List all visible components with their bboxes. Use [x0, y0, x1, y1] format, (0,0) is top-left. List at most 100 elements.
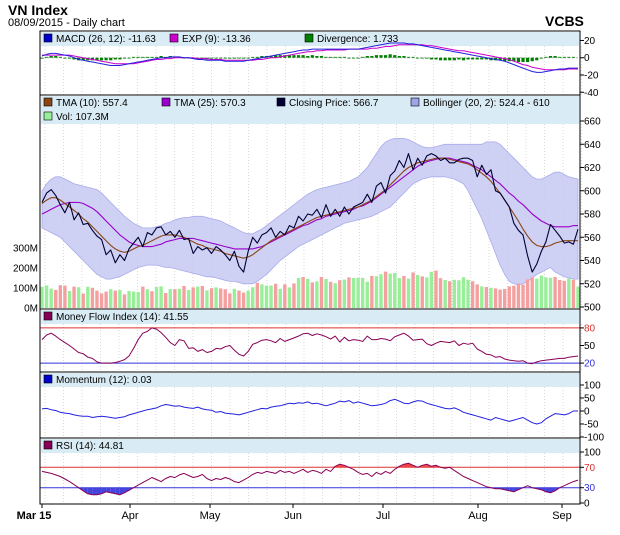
x-month-label: Jul: [376, 510, 390, 522]
macd-divergence-bar: [315, 56, 319, 58]
tma10-line: [41, 157, 578, 259]
volume-bar: [452, 279, 457, 308]
macd-divergence-bar: [136, 56, 140, 58]
macd-divergence-bar: [443, 57, 447, 61]
volume-bar: [402, 276, 406, 308]
volume-bar: [296, 278, 301, 308]
volume-bar: [214, 287, 218, 308]
volume-bar: [480, 286, 484, 308]
volume-bar: [150, 291, 154, 308]
macd-divergence-bar: [228, 57, 232, 59]
volume-bar: [466, 279, 470, 308]
volume-bar: [205, 290, 209, 308]
macd-divergence-bar: [306, 56, 310, 58]
rsi-legend-bar: [41, 439, 579, 453]
x-month-label: Jun: [284, 510, 302, 522]
macd-divergence-bar: [429, 57, 434, 60]
price-legend-swatch: [161, 97, 171, 107]
volume-bar: [567, 278, 571, 308]
volume-bar: [90, 287, 95, 308]
macd-divergence-bar: [480, 57, 484, 60]
volume-bar: [360, 277, 365, 308]
macd-divergence-bar: [72, 57, 76, 60]
macd-divergence-bar: [342, 56, 346, 58]
volume-bar: [544, 277, 548, 308]
macd-divergence-bar: [255, 56, 259, 58]
rsi-oversold-fill-segment: [101, 487, 107, 494]
macd-divergence-bar: [402, 56, 406, 58]
volume-bar: [338, 280, 342, 308]
volume-bar: [283, 284, 287, 308]
price-legend-label: Bollinger (20, 2): 524.4 - 610: [423, 98, 550, 109]
volume-bar: [228, 293, 232, 308]
x-axis: Mar 15 Apr May Jun Jul Aug Sep: [17, 504, 572, 522]
volume-bar: [553, 277, 557, 308]
volume-bar: [535, 278, 539, 308]
volume-bar: [356, 277, 360, 308]
macd-divergence-bar: [154, 56, 159, 58]
x-month-label: Aug: [468, 510, 488, 522]
volume-bar: [530, 277, 534, 308]
volume-bar: [141, 286, 145, 308]
volume-bar: [278, 288, 282, 308]
macd-divergence-bar: [67, 57, 72, 59]
macd-divergence-bar: [548, 56, 553, 58]
volume-bar: [40, 286, 44, 308]
volume-bar: [370, 276, 374, 308]
macd-divergence-bar: [503, 57, 507, 62]
volume-bar: [429, 271, 434, 308]
volume-bar: [292, 283, 296, 308]
macd-divergence-bar: [122, 57, 127, 59]
price-tick-label: 620: [584, 163, 601, 174]
chart-title: VN Index: [8, 2, 68, 18]
price-legend-bar: [41, 96, 579, 124]
volume-bar: [168, 289, 172, 308]
macd-divergence-bar: [397, 56, 401, 58]
macd-divergence-bar: [567, 56, 571, 58]
volume-bar: [104, 291, 108, 308]
volume-bar: [191, 287, 195, 308]
volume-bar: [415, 275, 420, 308]
mfi-line: [41, 327, 579, 365]
macd-divergence-bar: [145, 56, 149, 58]
volume-bar: [218, 288, 223, 308]
mfi-tick-label: 20: [584, 359, 596, 370]
volume-bar: [351, 278, 356, 308]
price-tick-label: 540: [584, 256, 601, 267]
macd-divergence-bar: [150, 56, 154, 58]
macd-divergence-bar: [49, 56, 53, 58]
macd-divergence-bar: [374, 55, 379, 58]
macd-divergence-bar: [388, 54, 392, 58]
volume-bar: [223, 289, 227, 308]
macd-divergence-bar: [558, 56, 562, 58]
volume-bar: [273, 283, 278, 308]
macd-divergence-bar: [269, 56, 273, 58]
macd-divergence-bar: [219, 57, 223, 59]
volume-bar: [251, 287, 255, 308]
macd-tick-label: 20: [584, 36, 596, 47]
price-tick-label: 560: [584, 233, 601, 244]
brand-label: VCBS: [545, 13, 584, 29]
volume-bar: [237, 290, 241, 308]
volume-bar: [406, 278, 411, 308]
macd-divergence-bar: [498, 57, 502, 61]
macd-divergence-bar: [539, 57, 543, 59]
volume-bar: [63, 285, 67, 308]
momentum-tick-label: -50: [584, 420, 599, 431]
macd-line: [41, 42, 578, 73]
mfi-legend-label: Money Flow Index (14): 41.55: [56, 312, 189, 323]
macd-divergence-bar: [237, 57, 241, 59]
macd-divergence-bar: [104, 57, 108, 61]
volume-bar: [173, 289, 177, 308]
momentum-tick-label: 50: [584, 394, 596, 405]
volume-bar: [241, 292, 246, 308]
price-legend-label: Closing Price: 566.7: [289, 98, 379, 109]
volume-tick-label: 0M: [24, 304, 38, 315]
volume-bar: [379, 274, 383, 308]
macd-divergence-bar: [526, 57, 530, 63]
volume-bar: [118, 290, 122, 308]
macd-divergence-bar: [393, 55, 397, 58]
macd-divergence-bar: [356, 57, 360, 59]
volume-bar: [365, 281, 369, 308]
chart-panels: MACD (26, 12): -11.63 EXP (9): -13.36 Dive…: [13, 30, 604, 510]
